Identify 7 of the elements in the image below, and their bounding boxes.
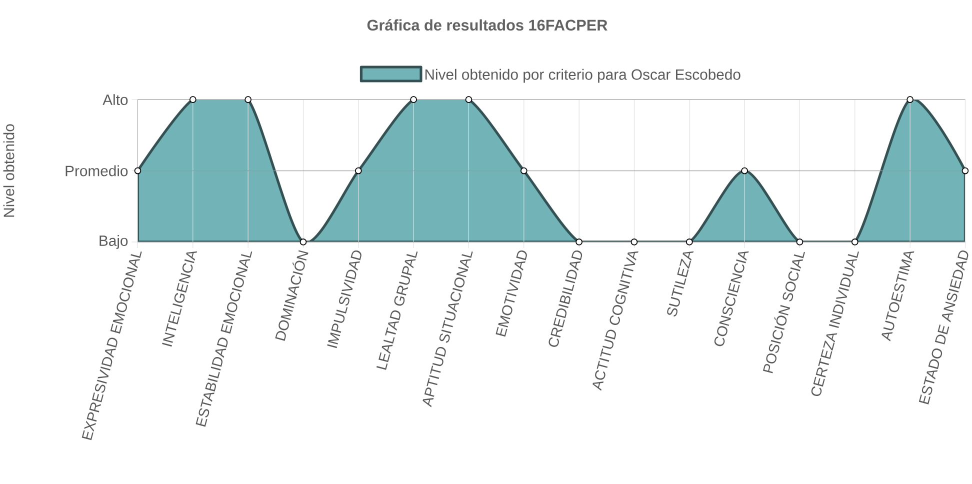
text: Bajo — [100, 235, 128, 249]
legend-label: Nivel obtenido por criterio para Oscar Escobedo — [425, 68, 740, 83]
text: Promedio — [66, 165, 128, 176]
chart-title: Gráfica de resultados 16FACPER — [367, 19, 608, 31]
text: Alto — [102, 94, 128, 106]
y-axis-title: Nivel obtenido — [3, 124, 14, 217]
x-tick-label: LEALTAD GRUPAL — [376, 252, 418, 370]
